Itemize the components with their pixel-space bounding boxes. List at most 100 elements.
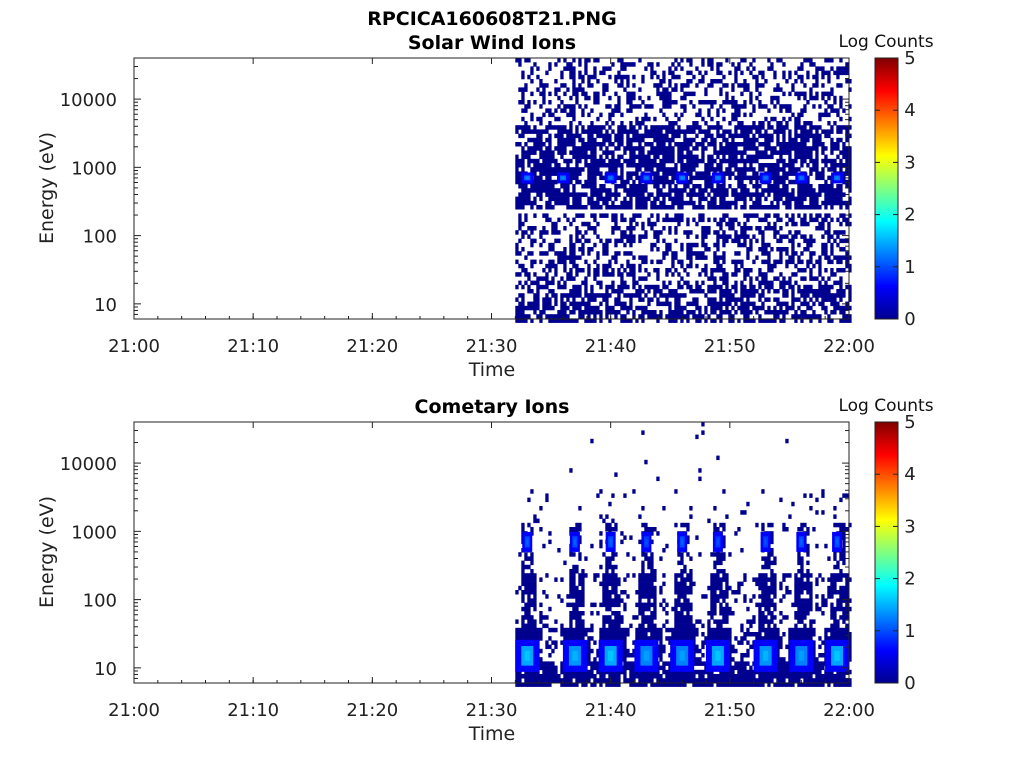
data-cell — [623, 606, 627, 612]
data-cell — [629, 682, 633, 687]
data-cell — [734, 79, 738, 84]
data-cell — [779, 175, 783, 181]
data-cell — [782, 104, 786, 109]
data-cell — [671, 200, 675, 206]
data-cell — [833, 163, 837, 168]
data-cell — [746, 167, 750, 172]
data-cell — [749, 158, 753, 164]
data-cell — [740, 58, 744, 63]
data-cell — [776, 142, 780, 147]
data-cell — [749, 125, 753, 130]
data-cell — [668, 192, 672, 197]
data-cell — [665, 154, 669, 160]
data-cell — [845, 221, 849, 227]
data-cell — [725, 293, 729, 298]
data-cell — [815, 129, 819, 134]
data-cell — [536, 116, 540, 122]
data-cell — [581, 297, 585, 302]
data-cell — [725, 272, 729, 277]
peak-center — [525, 176, 529, 180]
data-cell — [566, 205, 570, 210]
data-cell — [770, 133, 774, 139]
data-cell — [629, 192, 633, 197]
data-cell — [608, 623, 612, 629]
data-cell — [806, 150, 810, 155]
data-cell — [581, 146, 585, 151]
data-cell — [527, 497, 531, 503]
data-cell — [617, 594, 621, 599]
data-cell — [743, 129, 747, 134]
data-cell — [620, 284, 624, 290]
data-cell — [689, 255, 693, 260]
data-cell — [596, 272, 600, 277]
data-cell — [749, 196, 753, 202]
data-cell — [701, 100, 705, 105]
data-cell — [803, 154, 807, 160]
data-cell — [770, 66, 774, 71]
data-cell — [797, 213, 801, 218]
data-cell — [617, 238, 621, 244]
data-cell — [632, 272, 636, 277]
data-cell — [542, 669, 546, 675]
data-cell — [641, 632, 645, 637]
data-cell — [680, 590, 684, 595]
data-cell — [623, 74, 627, 80]
data-cell — [839, 125, 843, 130]
data-cell — [563, 251, 567, 256]
data-cell — [824, 58, 828, 63]
data-cell — [764, 318, 768, 323]
data-cell — [590, 129, 594, 134]
data-cell — [647, 581, 651, 587]
data-cell — [554, 272, 558, 277]
data-cell — [659, 125, 663, 130]
data-cell — [692, 146, 696, 151]
peak-center — [764, 176, 767, 180]
data-cell — [719, 289, 723, 294]
data-cell — [677, 305, 681, 311]
data-cell — [551, 188, 555, 193]
data-cell — [545, 205, 549, 210]
data-cell — [554, 91, 558, 97]
data-cell — [800, 310, 804, 315]
data-cell — [788, 259, 792, 265]
data-cell — [674, 310, 678, 315]
data-cell — [818, 259, 822, 265]
data-cell — [827, 196, 831, 202]
data-cell — [755, 200, 759, 206]
peak-center — [609, 176, 612, 180]
data-cell — [749, 179, 753, 185]
data-cell — [641, 569, 645, 574]
data-cell — [671, 150, 675, 155]
data-cell — [572, 242, 576, 248]
data-cell — [800, 259, 804, 265]
data-cell — [641, 74, 645, 80]
data-cell — [629, 62, 633, 67]
data-cell — [542, 154, 546, 160]
data-cell — [710, 205, 714, 210]
data-cell — [650, 678, 654, 683]
data-cell — [539, 657, 543, 662]
data-cell — [536, 142, 540, 147]
data-cell — [839, 213, 843, 218]
data-cell — [602, 184, 606, 189]
data-cell — [767, 163, 771, 168]
data-cell — [518, 314, 522, 319]
data-cell — [779, 179, 783, 185]
data-cell — [821, 284, 825, 290]
data-cell — [623, 280, 627, 286]
data-cell — [596, 142, 600, 147]
data-cell — [524, 83, 528, 88]
data-cell — [554, 619, 558, 624]
data-cell — [668, 125, 672, 130]
data-cell — [767, 226, 771, 231]
data-cell — [755, 129, 759, 134]
data-cell — [563, 310, 567, 315]
data-cell — [572, 167, 576, 172]
data-cell — [554, 669, 558, 675]
data-cell — [575, 678, 579, 683]
data-cell — [662, 581, 666, 587]
data-cell — [680, 636, 684, 641]
data-cell — [566, 163, 570, 168]
data-cell — [761, 318, 765, 323]
data-cell — [515, 318, 519, 323]
